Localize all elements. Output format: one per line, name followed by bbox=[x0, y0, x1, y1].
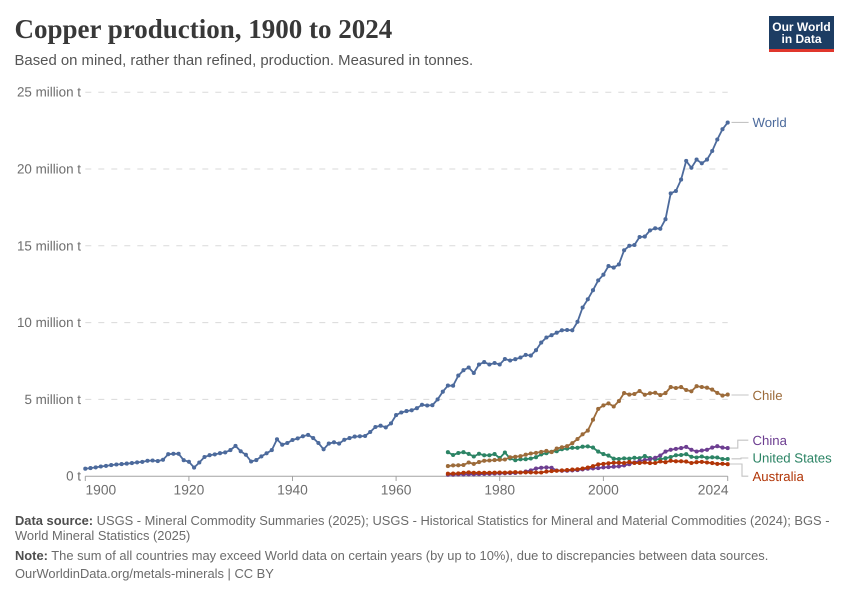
svg-text:China: China bbox=[753, 433, 788, 448]
svg-text:Chile: Chile bbox=[753, 388, 783, 403]
svg-text:5 million t: 5 million t bbox=[24, 392, 81, 407]
svg-text:10 million t: 10 million t bbox=[17, 315, 81, 330]
svg-text:Australia: Australia bbox=[753, 469, 805, 484]
svg-text:20 million t: 20 million t bbox=[17, 162, 81, 177]
svg-text:1940: 1940 bbox=[277, 482, 308, 497]
svg-text:1920: 1920 bbox=[174, 482, 205, 497]
svg-text:15 million t: 15 million t bbox=[17, 238, 81, 253]
svg-text:World: World bbox=[753, 115, 787, 130]
svg-text:25 million t: 25 million t bbox=[17, 85, 81, 100]
svg-text:United States: United States bbox=[753, 451, 833, 466]
svg-text:2024: 2024 bbox=[698, 482, 729, 497]
svg-text:1900: 1900 bbox=[86, 482, 117, 497]
svg-text:1960: 1960 bbox=[381, 482, 412, 497]
svg-text:0 t: 0 t bbox=[66, 469, 81, 484]
svg-text:2000: 2000 bbox=[588, 482, 619, 497]
svg-text:1980: 1980 bbox=[484, 482, 515, 497]
